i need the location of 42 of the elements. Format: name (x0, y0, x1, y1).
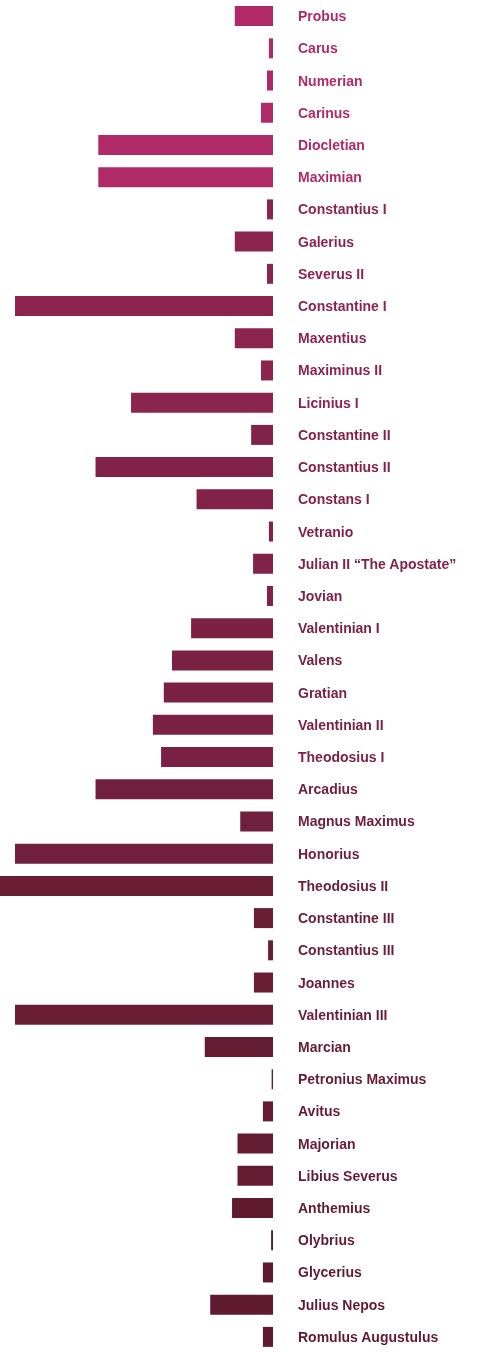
y-tick-label: Maximian (298, 169, 362, 186)
y-tick-label: Constantius I (298, 201, 387, 218)
y-tick-label: Valentinian III (298, 1006, 388, 1023)
y-tick-label: Licinius I (298, 394, 359, 411)
y-tick-label: Valentinian I (298, 620, 380, 637)
y-tick-label: Arcadius (298, 781, 359, 798)
y-tick-label: Romulus Augustulus (298, 1328, 439, 1345)
y-tick-label: Marcian (298, 1038, 351, 1055)
y-tick-label: Glycerius (298, 1264, 363, 1281)
y-tick-label: Maxentius (298, 330, 367, 347)
y-tick-label: Vetranio (298, 523, 354, 540)
y-tick-label: Magnus Maximus (298, 813, 415, 830)
y-tick-label: Carinus (298, 104, 351, 121)
y-tick-label: Constans I (298, 491, 370, 508)
y-tick-label: Constantine I (298, 298, 387, 315)
y-tick-label: Probus (298, 8, 347, 25)
y-tick-label: Olybrius (298, 1232, 356, 1249)
y-tick-label: Majorian (298, 1135, 356, 1152)
y-tick-label: Numerian (298, 72, 363, 89)
y-tick-label: Anthemius (298, 1200, 371, 1217)
y-tick-label: Carus (298, 40, 338, 57)
y-tick-label: Julian II “The Apostate” (298, 555, 457, 572)
y-tick-label: Constantine II (298, 426, 391, 443)
y-tick-label: Libius Severus (298, 1167, 398, 1184)
y-tick-label: Honorius (298, 845, 360, 862)
y-tick-label: Diocletian (298, 136, 365, 153)
y-tick-label: Valentinian II (298, 716, 384, 733)
y-tick-label: Theodosius II (298, 877, 389, 894)
y-tick-label: Severus II (298, 265, 365, 282)
y-tick-label: Galerius (298, 233, 355, 250)
y-tick-label: Jovian (298, 587, 343, 604)
y-tick-label: Avitus (298, 1103, 341, 1120)
y-tick-label: Constantine III (298, 910, 395, 927)
y-tick-label: Julius Nepos (298, 1296, 386, 1313)
y-tick-label: Maximinus II (298, 362, 383, 379)
y-tick-label: Gratian (298, 684, 348, 701)
y-tick-label: Constantius II (298, 459, 391, 476)
y-tick-label: Petronius Maximus (298, 1071, 427, 1088)
y-tick-label: Theodosius I (298, 749, 385, 766)
y-tick-label: Constantius III (298, 942, 395, 959)
y-tick-label: Joannes (298, 974, 356, 991)
y-tick-label: Valens (298, 652, 343, 669)
